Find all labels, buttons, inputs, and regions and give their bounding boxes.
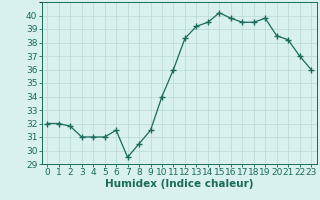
X-axis label: Humidex (Indice chaleur): Humidex (Indice chaleur) bbox=[105, 179, 253, 189]
